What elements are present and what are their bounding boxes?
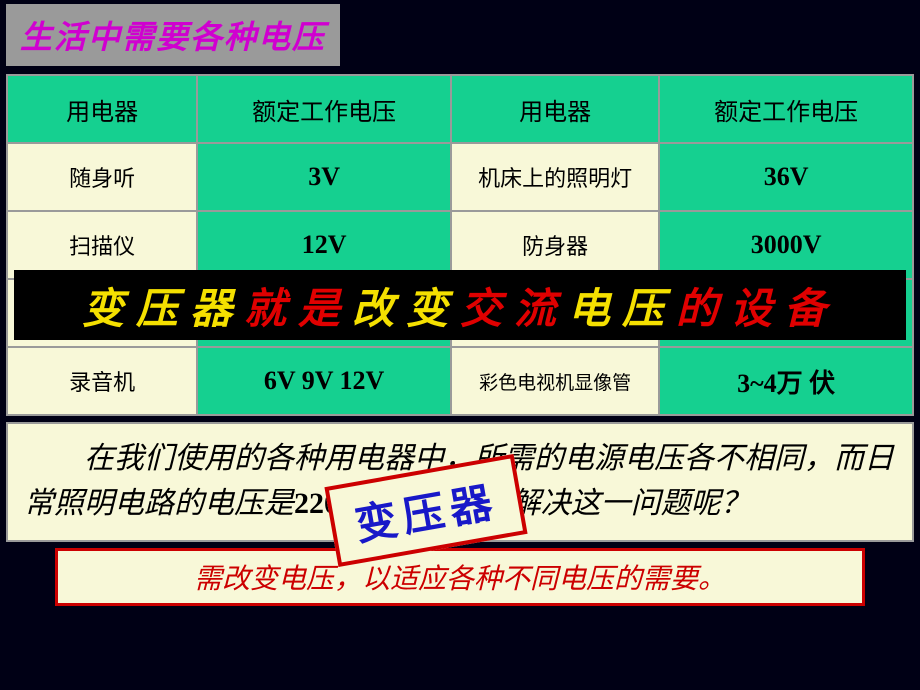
value-cell: 36V — [659, 143, 913, 211]
banner-seg: 变压器 — [82, 287, 244, 333]
red-note-box: 需改变电压，以适应各种不同电压的需要。 — [55, 548, 865, 606]
header-cell: 用电器 — [7, 75, 197, 143]
banner-seg: 就是 — [244, 287, 352, 333]
banner-seg: 电压 — [568, 287, 676, 333]
page-title: 生活中需要各种电压 — [20, 19, 326, 55]
title-box: 生活中需要各种电压 — [6, 4, 340, 66]
table-row: 录音机 6V 9V 12V 彩色电视机显像管 3~4万 伏 — [7, 347, 913, 415]
banner-seg: 改变 — [352, 287, 460, 333]
device-cell: 扫描仪 — [7, 211, 197, 279]
value-cell: 6V 9V 12V — [197, 347, 451, 415]
header-cell: 用电器 — [451, 75, 659, 143]
device-cell: 机床上的照明灯 — [451, 143, 659, 211]
value-cell: 3V — [197, 143, 451, 211]
voltage-table: 用电器 额定工作电压 用电器 额定工作电压 随身听 3V 机床上的照明灯 36V… — [6, 74, 914, 416]
value-cell: 3000V — [659, 211, 913, 279]
table-row: 随身听 3V 机床上的照明灯 36V — [7, 143, 913, 211]
banner: 变压器就是改变交流电压的设备 — [14, 270, 906, 340]
header-cell: 额定工作电压 — [659, 75, 913, 143]
device-cell: 随身听 — [7, 143, 197, 211]
header-cell: 额定工作电压 — [197, 75, 451, 143]
banner-seg: 交流 — [460, 287, 568, 333]
table-row: 扫描仪 12V 防身器 3000V — [7, 211, 913, 279]
table-header-row: 用电器 额定工作电压 用电器 额定工作电压 — [7, 75, 913, 143]
red-note-text: 需改变电压，以适应各种不同电压的需要。 — [194, 564, 726, 595]
value-cell: 3~4万 伏 — [659, 347, 913, 415]
device-cell: 防身器 — [451, 211, 659, 279]
device-cell: 录音机 — [7, 347, 197, 415]
banner-text: 变压器就是改变交流电压的设备 — [82, 275, 838, 336]
device-cell: 彩色电视机显像管 — [451, 347, 659, 415]
value-cell: 12V — [197, 211, 451, 279]
table: 用电器 额定工作电压 用电器 额定工作电压 随身听 3V 机床上的照明灯 36V… — [6, 74, 914, 416]
stamp-text: 变压器 — [352, 480, 502, 550]
banner-seg: 的设备 — [676, 287, 838, 333]
